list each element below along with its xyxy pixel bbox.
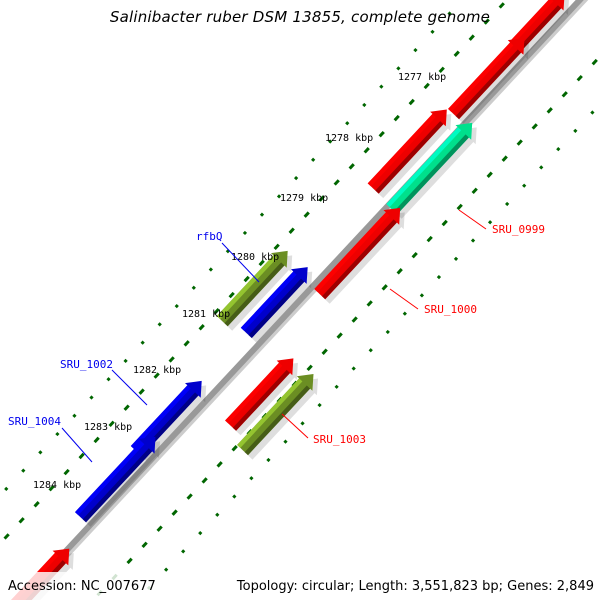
gene-arrow[interactable] [75, 436, 160, 527]
axis-tick-label: 1280 kbp [231, 252, 279, 263]
axis-tick-label: 1281 kbp [182, 309, 230, 320]
gene-label-leader-line [458, 209, 487, 230]
gene-arrow[interactable] [314, 207, 405, 304]
axis-tick-label: 1282 kbp [133, 365, 181, 376]
gene-label-leader-line [281, 413, 309, 439]
gene-label-leader-line [221, 242, 260, 283]
gene-label[interactable]: SRU_1002 [60, 358, 113, 371]
axis-tick-label: 1279 kbp [280, 193, 328, 204]
gene-label-layer[interactable]: SRU_0999 SRU_1000 SRU_1003 rfbQ SRU_1002 SRU_… [8, 209, 545, 463]
gene-arrow[interactable] [216, 250, 293, 331]
axis-tick-labels: 1277 kbp 1278 kbp 1279 kbp 1280 kbp 1281 kbp… [33, 72, 446, 491]
gene-label[interactable]: SRU_1003 [313, 433, 366, 446]
gene-label[interactable]: SRU_1000 [424, 303, 477, 316]
axis-tick-label: 1277 kbp [398, 72, 446, 83]
gene-arrow-layer[interactable] [5, 0, 569, 600]
gene-label[interactable]: SRU_1004 [8, 415, 61, 428]
gene-arrow[interactable] [386, 122, 477, 219]
axis-tick-label: 1284 kbp [33, 480, 81, 491]
gene-label[interactable]: SRU_0999 [492, 223, 545, 236]
axis-tick-label: 1278 kbp [325, 133, 373, 144]
gene-arrow[interactable] [5, 548, 74, 600]
gene-label-leader-line [389, 288, 419, 310]
gene-arrow[interactable] [225, 358, 298, 436]
gene-arrow[interactable] [237, 374, 318, 460]
gene-arrow[interactable] [367, 109, 452, 199]
gene-label-leader-line [61, 427, 93, 463]
gene-arrow[interactable] [448, 38, 529, 124]
gene-label-leader-line [111, 369, 148, 406]
gene-label[interactable]: rfbQ [196, 230, 223, 243]
gene-arrow[interactable] [510, 0, 569, 56]
gene-arrow[interactable] [240, 267, 313, 343]
page-title: Salinibacter ruber DSM 13855, complete g… [109, 8, 491, 26]
axis-tick-label: 1283 kbp [84, 422, 132, 433]
